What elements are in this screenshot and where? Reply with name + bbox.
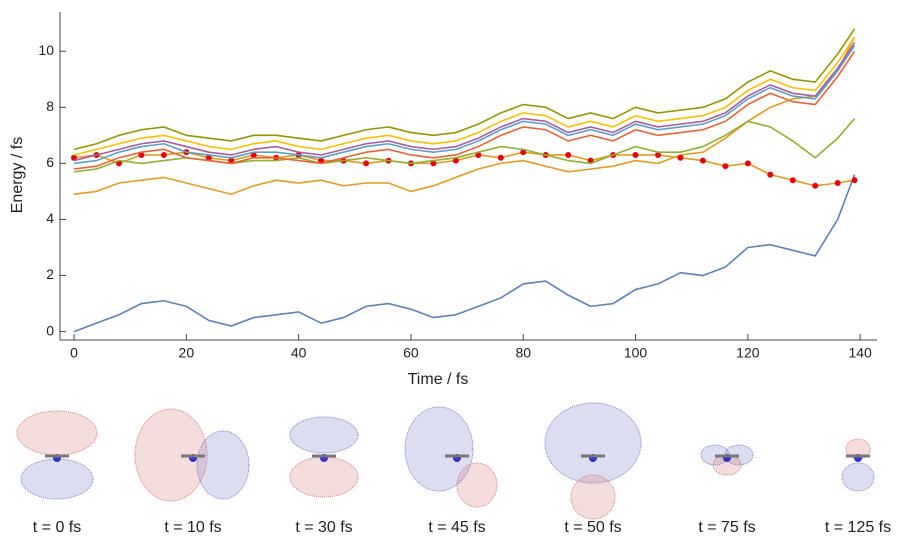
orbital-lobe <box>20 458 94 500</box>
orbital-panel <box>841 438 875 492</box>
panel-label: t = 50 fs <box>564 519 621 536</box>
x-tick-label: 120 <box>736 345 760 361</box>
series-line <box>73 118 856 173</box>
series-marker <box>497 154 504 161</box>
x-axis-label: Time / fs <box>408 371 469 388</box>
panel-label: t = 30 fs <box>295 519 352 536</box>
series-marker <box>789 177 796 184</box>
series-marker <box>520 149 527 156</box>
series-line <box>73 174 856 333</box>
x-tick-label: 60 <box>403 345 419 361</box>
series-marker <box>812 182 819 189</box>
panel-label: t = 125 fs <box>825 519 891 536</box>
series-marker <box>655 151 662 158</box>
x-tick-label: 140 <box>848 345 872 361</box>
orbital-panel <box>134 408 250 502</box>
series-marker <box>699 157 706 164</box>
orbital-lobe <box>456 462 498 508</box>
x-tick-label: 80 <box>515 345 531 361</box>
series-marker <box>160 151 167 158</box>
series-line <box>73 28 856 151</box>
series-line <box>73 42 856 162</box>
orbital-lobe <box>845 438 871 460</box>
y-axis-label: Energy / fs <box>9 137 26 213</box>
series-marker <box>452 157 459 164</box>
x-tick-label: 20 <box>179 345 195 361</box>
series-line <box>73 36 856 156</box>
series-marker <box>851 177 858 184</box>
series-marker <box>71 154 78 161</box>
y-tick-label: 0 <box>46 322 54 338</box>
orbital-lobe <box>16 410 98 456</box>
panel-label: t = 0 fs <box>33 519 81 536</box>
orbital-panel <box>700 444 754 476</box>
series-marker <box>138 151 145 158</box>
series-marker <box>677 154 684 161</box>
y-tick-label: 10 <box>38 42 54 58</box>
series-marker <box>205 154 212 161</box>
series-line <box>73 36 856 196</box>
series-marker <box>475 151 482 158</box>
orbital-lobe <box>404 406 474 492</box>
series-line <box>73 50 856 170</box>
x-tick-label: 100 <box>624 345 648 361</box>
series-line <box>73 45 856 165</box>
series-marker <box>430 160 437 167</box>
series-marker <box>722 163 729 170</box>
series-marker <box>834 180 841 187</box>
x-tick-label: 40 <box>291 345 307 361</box>
orbital-lobe <box>544 402 642 484</box>
series-line <box>73 151 855 187</box>
series-marker <box>565 151 572 158</box>
series-marker <box>363 160 370 167</box>
orbital-panel <box>544 402 642 520</box>
series-marker <box>318 157 325 164</box>
y-tick-label: 8 <box>46 98 54 114</box>
orbital-lobe <box>134 408 208 502</box>
panel-label: t = 75 fs <box>698 519 755 536</box>
y-tick-label: 6 <box>46 154 54 170</box>
y-tick-label: 2 <box>46 266 54 282</box>
orbital-panel <box>289 416 359 498</box>
orbital-panel <box>16 410 98 500</box>
orbital-lobe <box>196 430 250 500</box>
orbital-lobe <box>289 456 359 498</box>
x-tick-label: 0 <box>70 345 78 361</box>
series-marker <box>632 151 639 158</box>
panel-label: t = 45 fs <box>428 519 485 536</box>
series-marker <box>767 171 774 178</box>
series-marker <box>250 151 257 158</box>
series-marker <box>744 160 751 167</box>
orbital-panel <box>404 406 498 508</box>
orbital-lobe <box>289 416 359 454</box>
y-tick-label: 4 <box>46 210 54 226</box>
series-marker <box>228 157 235 164</box>
orbital-lobe <box>841 462 875 492</box>
orbital-lobe <box>570 474 616 520</box>
panel-label: t = 10 fs <box>164 519 221 536</box>
